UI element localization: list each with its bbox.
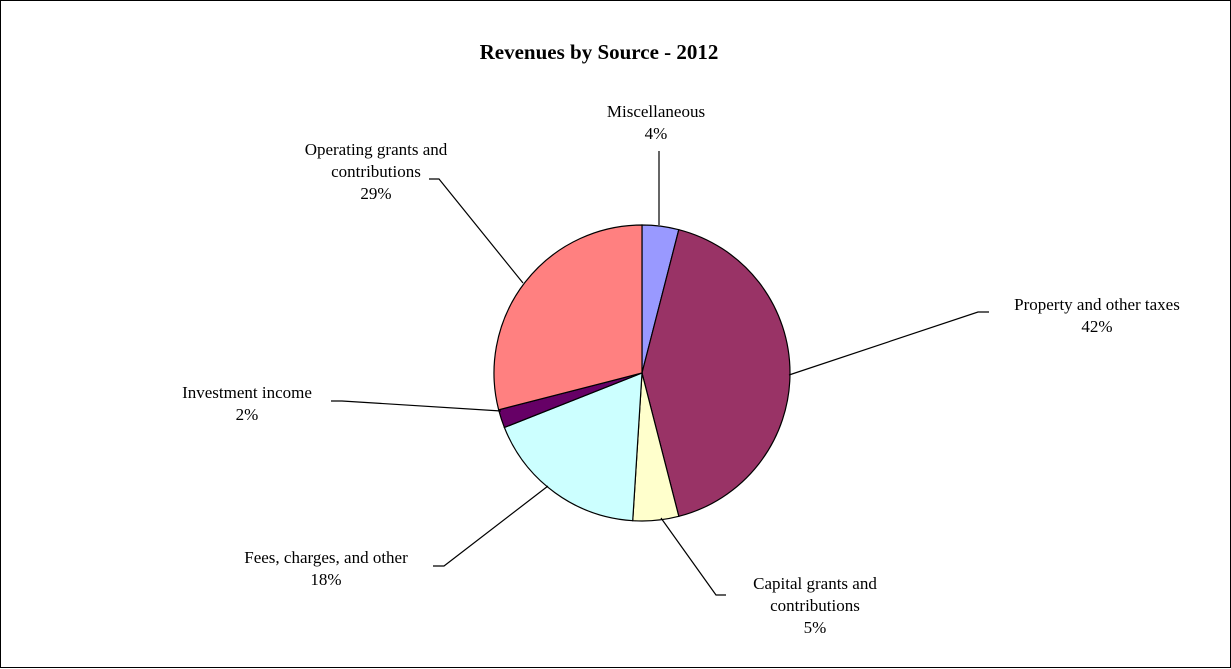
slice-labels: Miscellaneous 4% Property and other taxes 4…: [182, 102, 1180, 637]
slice-percent-label: 29%: [360, 184, 391, 203]
slice-name-line: contributions: [770, 596, 860, 615]
slice-name-line: Fees, charges, and other: [244, 548, 408, 567]
slice-name-line: Operating grants and: [305, 140, 448, 159]
leader-line-operating-grants-and: [429, 178, 524, 284]
slice-label-capital-grants-and: Capital grants and contributions 5%: [753, 574, 877, 637]
slice-label-property-and-other-taxes: Property and other taxes 42%: [1014, 295, 1180, 336]
slice-percent-label: 18%: [310, 570, 341, 589]
leader-line-fees-charges-and-other: [433, 485, 549, 567]
slice-label-fees-charges-and-other: Fees, charges, and other 18%: [244, 548, 408, 589]
slice-percent-label: 2%: [236, 405, 259, 424]
chart-title: Revenues by Source - 2012: [480, 40, 719, 64]
leader-line-capital-grants-and: [660, 517, 726, 596]
pie-slices: [493, 224, 791, 522]
slice-name-line: Capital grants and: [753, 574, 877, 593]
slice-name-line: Investment income: [182, 383, 312, 402]
slice-percent-label: 4%: [645, 124, 668, 143]
pie-slice-property-and-other-taxes: [641, 228, 791, 518]
leader-line-property-and-other-taxes: [788, 311, 989, 376]
slice-label-operating-grants-and: Operating grants and contributions 29%: [305, 140, 448, 203]
slice-label-investment-income: Investment income 2%: [182, 383, 312, 424]
pie-slice-fees-charges-and-other: [503, 372, 643, 522]
slice-percent-label: 5%: [804, 618, 827, 637]
slice-name-line: Property and other taxes: [1014, 295, 1180, 314]
slice-label-miscellaneous: Miscellaneous 4%: [607, 102, 705, 143]
pie-slice-operating-grants-and: [493, 224, 643, 411]
slice-name-line: contributions: [331, 162, 421, 181]
slice-name-line: Miscellaneous: [607, 102, 705, 121]
leader-line-investment-income: [331, 400, 502, 412]
leader-lines: [331, 151, 989, 596]
slice-percent-label: 42%: [1081, 317, 1112, 336]
